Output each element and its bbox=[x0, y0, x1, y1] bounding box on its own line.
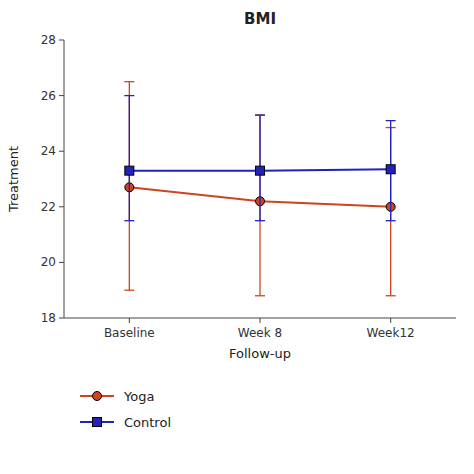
y-tick bbox=[59, 318, 64, 319]
series bbox=[124, 82, 395, 296]
error-bar-cap-low bbox=[124, 220, 134, 221]
error-bar-cap-low bbox=[255, 295, 265, 296]
legend: Yoga Control bbox=[80, 389, 171, 430]
legend-label: Yoga bbox=[123, 389, 154, 404]
y-tick-label: 20 bbox=[41, 255, 56, 269]
title: BMI bbox=[244, 10, 276, 28]
x-tick-label: Week12 bbox=[367, 326, 415, 340]
legend-marker bbox=[93, 418, 102, 427]
legend-marker bbox=[93, 392, 102, 401]
x-tick-label: Week 8 bbox=[238, 326, 282, 340]
error-bar-cap-high bbox=[255, 114, 265, 115]
error-bar-cap-high bbox=[386, 120, 396, 121]
x-tick bbox=[260, 318, 261, 323]
legend-label: Control bbox=[124, 415, 171, 430]
x-tick-label: Baseline bbox=[104, 326, 155, 340]
chart: BMI 18 20 22 24 26 28 Baseline Week 8 Week12 Follo… bbox=[0, 0, 474, 474]
series bbox=[124, 96, 395, 221]
y-axis-line bbox=[64, 40, 65, 318]
y-tick-label: 18 bbox=[41, 311, 56, 325]
error-bar-stem bbox=[129, 82, 130, 291]
point bbox=[256, 166, 265, 175]
error-bar bbox=[255, 115, 265, 296]
x-tick bbox=[390, 318, 391, 323]
error-bar-cap-low bbox=[255, 220, 265, 221]
error-bar-stem bbox=[129, 96, 130, 221]
y-tick bbox=[59, 40, 64, 41]
y-axis-label: Treatment bbox=[6, 146, 21, 213]
error-bar bbox=[386, 121, 396, 221]
error-bar-cap-low bbox=[386, 220, 396, 221]
error-bar-cap-high bbox=[124, 95, 134, 96]
axes: 18 20 22 24 26 28 Baseline Week 8 Week12 bbox=[41, 33, 456, 340]
y-tick-label: 26 bbox=[41, 89, 56, 103]
error-bar bbox=[124, 96, 134, 221]
error-bar bbox=[255, 115, 265, 221]
error-bar-stem bbox=[259, 115, 260, 296]
y-tick bbox=[59, 262, 64, 263]
x-axis-label: Follow-up bbox=[229, 346, 291, 361]
point bbox=[125, 166, 134, 175]
error-bar-cap-low bbox=[124, 290, 134, 291]
plot-area bbox=[124, 82, 395, 296]
y-tick bbox=[59, 206, 64, 207]
error-bar bbox=[124, 82, 134, 291]
point bbox=[386, 165, 395, 174]
error-bar-cap-high bbox=[255, 114, 265, 115]
x-tick bbox=[129, 318, 130, 323]
y-tick-label: 28 bbox=[41, 33, 56, 47]
y-tick-label: 22 bbox=[41, 200, 56, 214]
y-tick bbox=[59, 95, 64, 96]
error-bar-cap-low bbox=[386, 295, 396, 296]
y-tick-label: 24 bbox=[41, 144, 56, 158]
error-bar-cap-high bbox=[124, 81, 134, 82]
y-tick bbox=[59, 151, 64, 152]
